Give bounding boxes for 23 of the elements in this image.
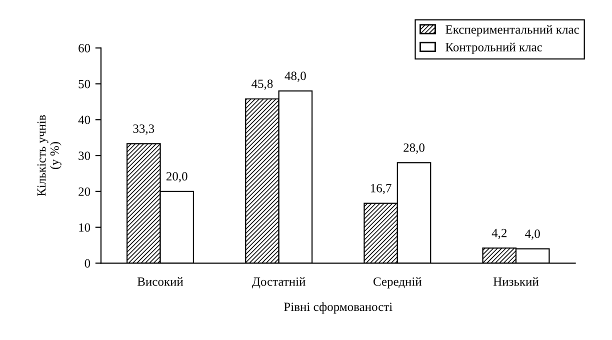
- data-label: 45,8: [252, 80, 273, 90]
- x-tick-label: Високий: [137, 277, 184, 286]
- y-tick-label: 20: [78, 187, 90, 196]
- x-axis-title: Рівні сформованості: [284, 302, 392, 314]
- data-label: 4,0: [525, 230, 540, 240]
- legend-label: Контрольний клас: [446, 42, 542, 54]
- x-tick-label: Середній: [373, 277, 422, 288]
- y-tick-label: 30: [78, 152, 90, 160]
- data-label: 16,7: [370, 184, 392, 194]
- y-tick-label: 0: [84, 259, 90, 268]
- data-label: 4,2: [492, 228, 507, 240]
- y-tick-label: 10: [79, 223, 90, 232]
- data-label: 20,0: [166, 172, 188, 182]
- data-label: 28,0: [404, 143, 424, 154]
- data-label: 48,0: [284, 72, 306, 82]
- y-tick-label: 40: [78, 116, 90, 124]
- data-label: 33,3: [133, 124, 154, 135]
- y-axis-title: Кількість учнів (у %): [37, 115, 62, 196]
- y-tick-label: 50: [78, 80, 90, 88]
- x-tick-label: Достатній: [252, 277, 306, 288]
- legend-label: Експериментальний клас: [446, 25, 579, 36]
- x-tick-label: Низький: [493, 277, 539, 286]
- y-tick-label: 60: [78, 44, 90, 52]
